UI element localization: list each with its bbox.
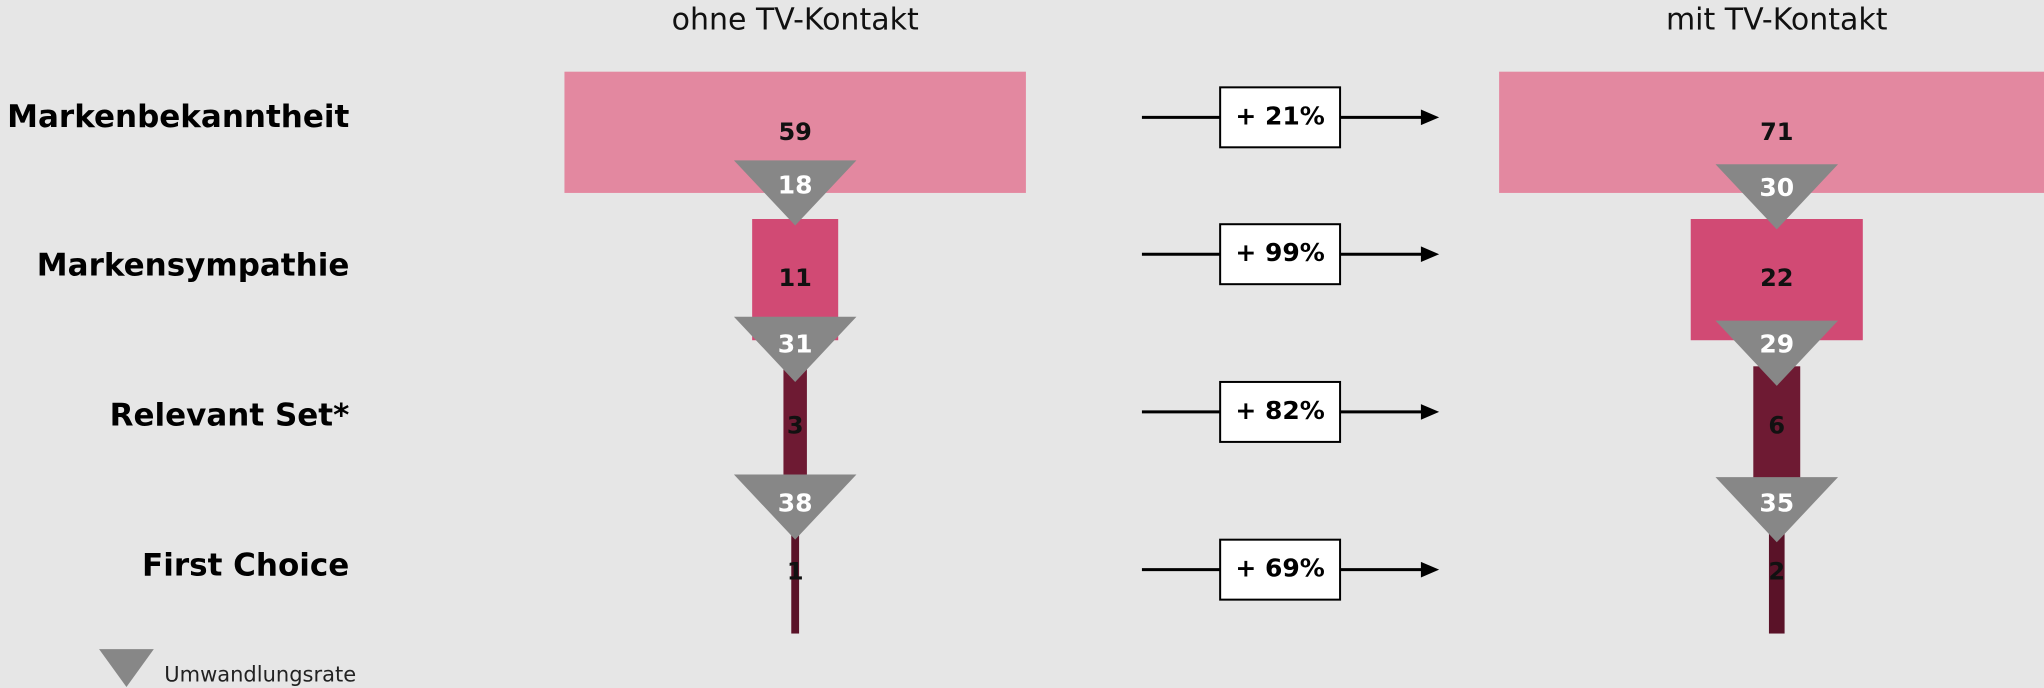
funnel-bar	[1753, 366, 1801, 488]
change-label: + 99%	[1235, 238, 1325, 267]
value-label: 59	[778, 118, 811, 146]
rate-label: 35	[1759, 488, 1794, 517]
arrow-head	[1420, 246, 1440, 263]
conversion-triangle	[1715, 477, 1839, 543]
value-label: 71	[1760, 118, 1793, 146]
conversion-triangle	[1715, 164, 1839, 230]
conversion-triangle	[733, 316, 857, 382]
column-header: ohne TV-Kontakt	[672, 2, 919, 37]
legend-symbol	[99, 649, 154, 687]
value-label: 6	[1768, 411, 1785, 439]
value-label: 22	[1760, 264, 1793, 292]
change-box	[1219, 380, 1342, 443]
funnel-bar	[1690, 219, 1863, 341]
change-box	[1219, 86, 1342, 149]
funnel-bar	[783, 366, 807, 488]
funnel-bar	[791, 513, 800, 634]
row-label: Relevant Set*	[110, 398, 350, 434]
rate-label: 29	[1759, 329, 1794, 358]
conversion-triangle	[733, 474, 857, 540]
arrow-head	[1420, 561, 1440, 578]
change-box	[1219, 223, 1342, 286]
legend-label: Umwandlungsrate	[164, 662, 356, 686]
rate-label: 31	[778, 329, 813, 358]
arrow-head	[1420, 404, 1440, 420]
value-label: 3	[787, 411, 804, 439]
change-label: + 82%	[1235, 396, 1325, 425]
change-label: + 21%	[1235, 101, 1325, 130]
conversion-triangle	[1715, 320, 1839, 386]
row-label: Markensympathie	[37, 248, 350, 284]
column-header: mit TV-Kontakt	[1666, 2, 1888, 37]
value-label: 1	[787, 557, 804, 585]
arrow-head	[1420, 109, 1440, 126]
value-label: 11	[778, 264, 811, 292]
row-label: First Choice	[142, 548, 349, 584]
row-label: Markenbekanntheit	[7, 99, 349, 135]
change-box	[1219, 538, 1342, 601]
conversion-triangle	[733, 160, 857, 226]
change-label: + 69%	[1235, 554, 1325, 583]
value-label: 2	[1768, 557, 1785, 585]
rate-label: 30	[1759, 173, 1794, 202]
funnel-bar	[1768, 513, 1785, 634]
rate-label: 18	[778, 170, 813, 199]
rate-label: 38	[778, 488, 813, 517]
